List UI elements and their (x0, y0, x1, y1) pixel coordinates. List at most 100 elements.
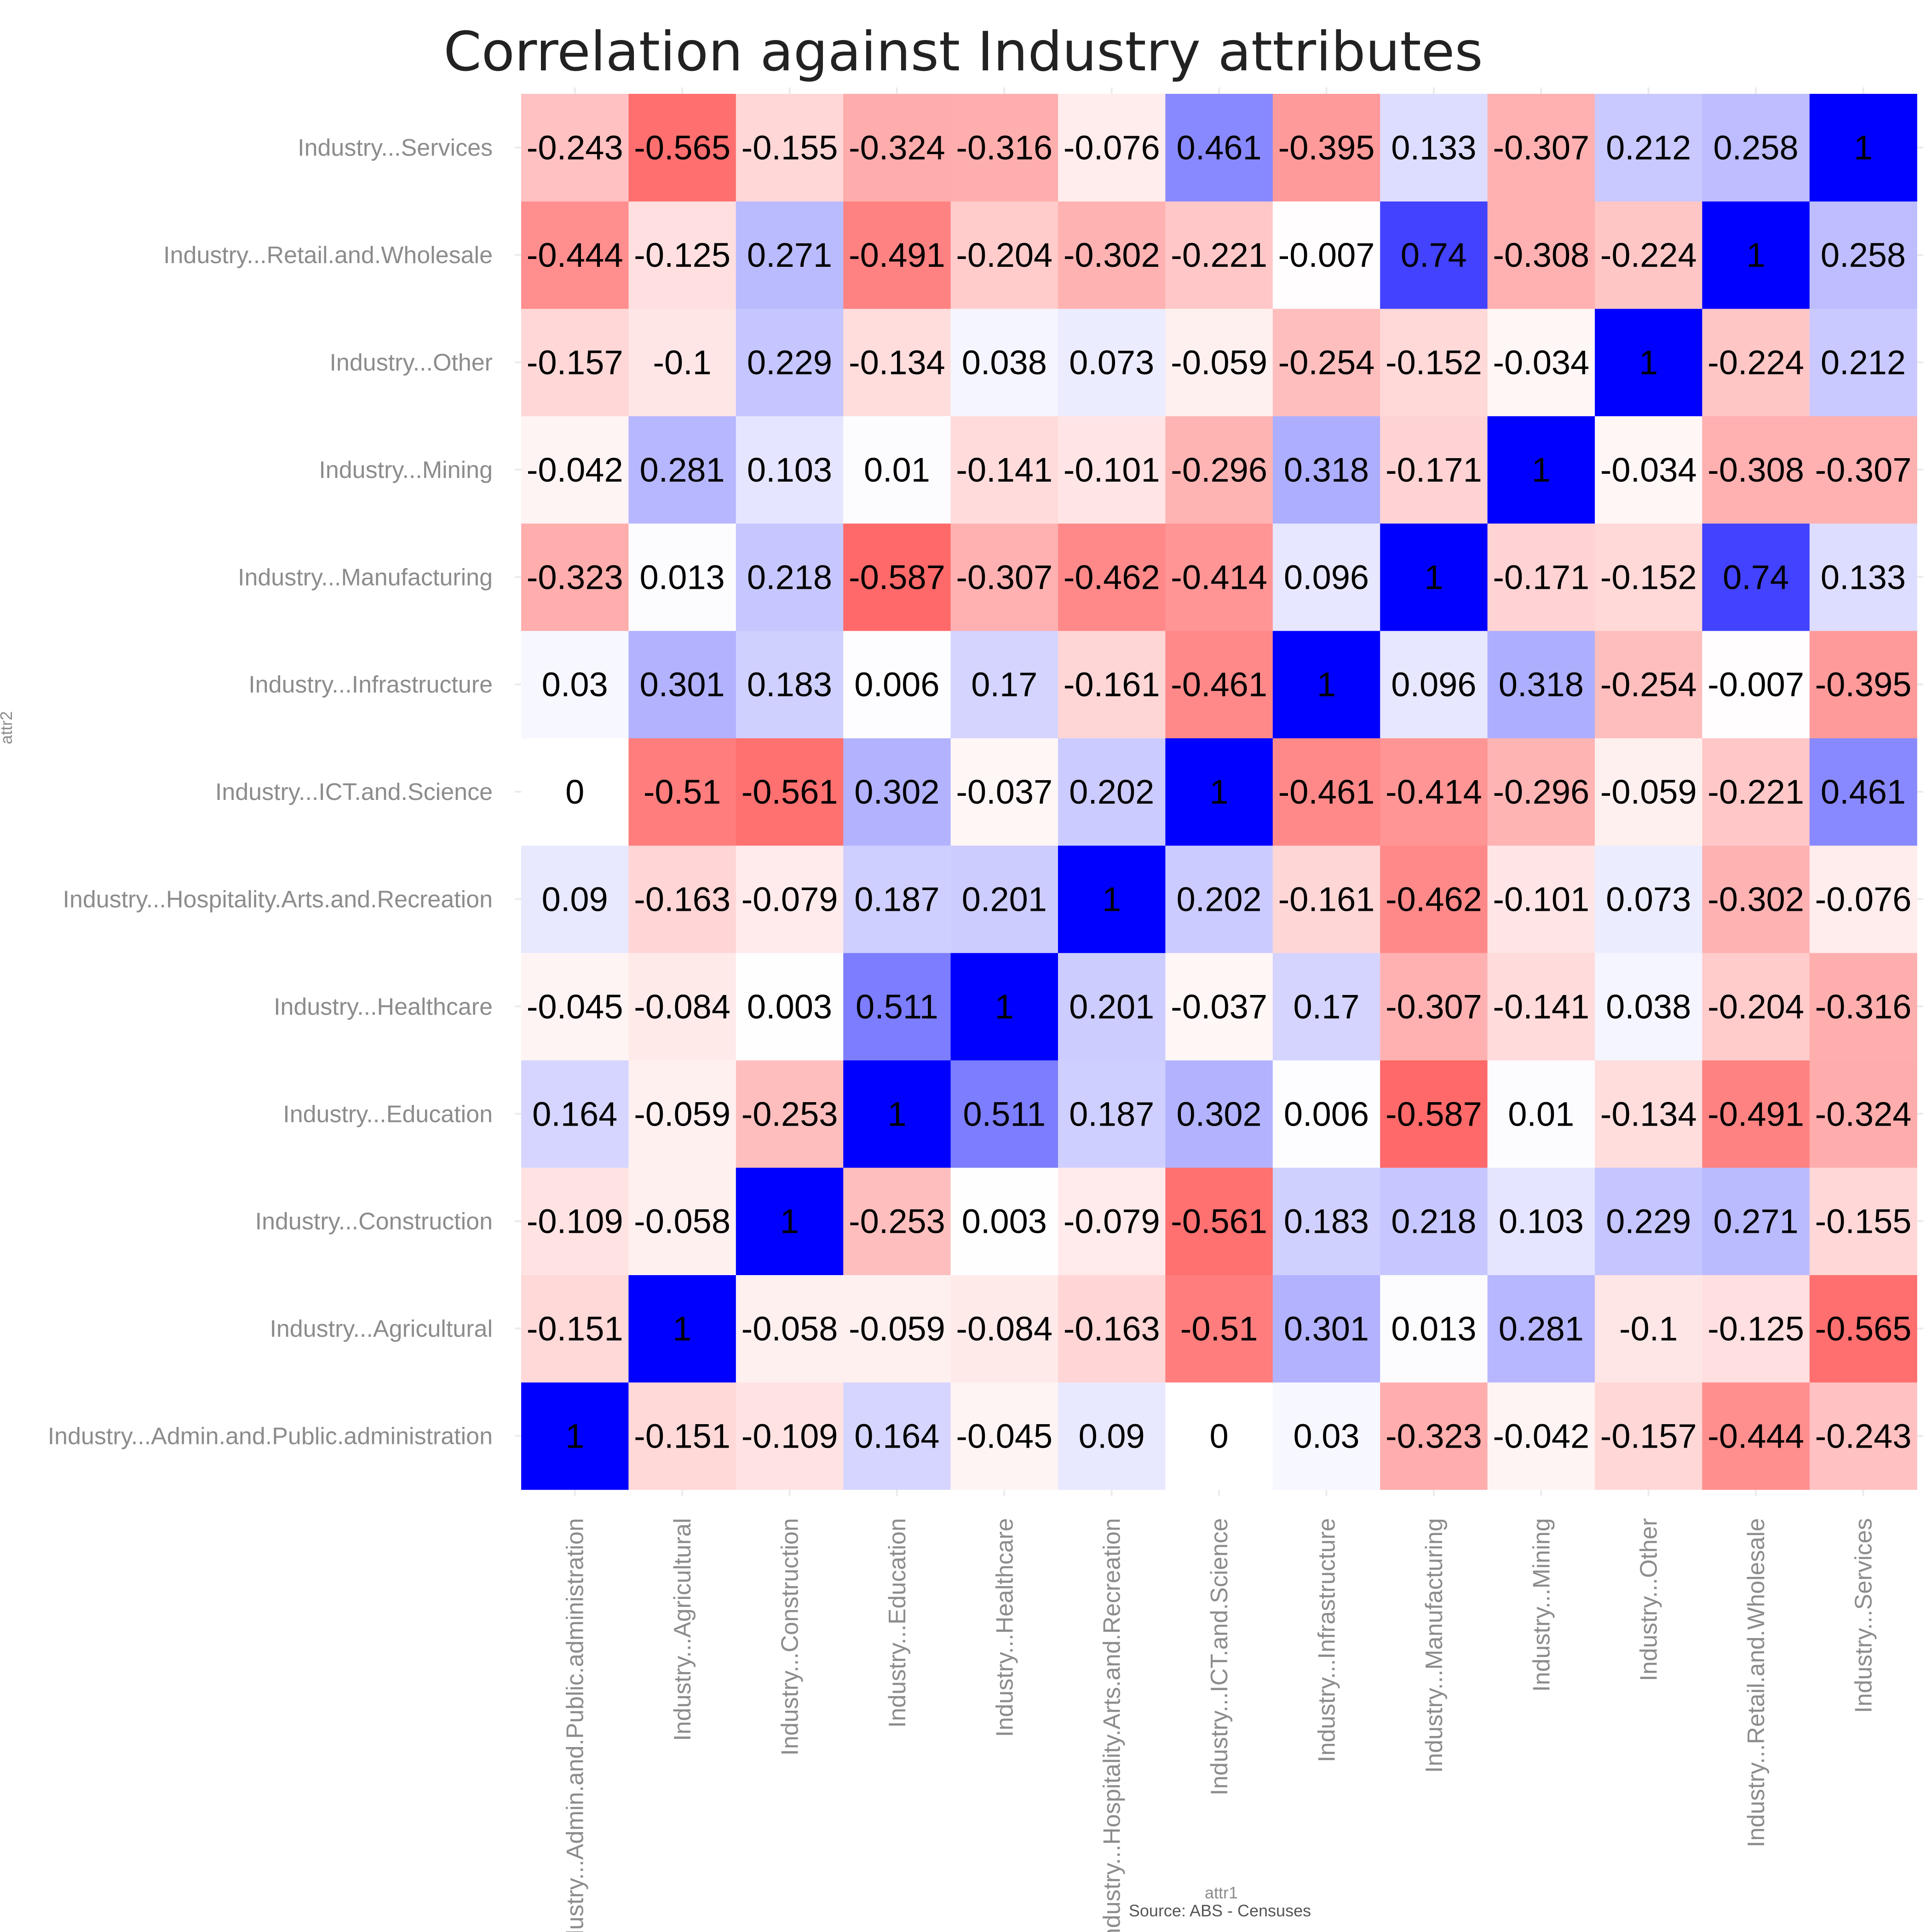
heatmap-cell (1380, 201, 1488, 309)
cell-value-label: 1 (1102, 880, 1121, 919)
heatmap-cell (1487, 1275, 1595, 1383)
heatmap-cell (1380, 1167, 1488, 1275)
cell-value-label: -0.51 (1180, 1310, 1258, 1348)
heatmap-cell (1487, 631, 1595, 738)
heatmap-cell (1595, 738, 1702, 846)
cell-value-label: 0.03 (542, 666, 608, 704)
cell-value-label: -0.152 (1386, 344, 1482, 382)
heatmap-cell (1058, 738, 1166, 846)
heatmap-cell (1165, 1275, 1273, 1383)
cell-value-label: 0 (1210, 1417, 1229, 1455)
heatmap-cell (1058, 845, 1166, 953)
heatmap-cell (1702, 1275, 1810, 1383)
heatmap-cell (1165, 845, 1273, 953)
heatmap-cell (521, 201, 629, 309)
heatmap-cell (1272, 1167, 1380, 1275)
heatmap-cell (843, 1167, 951, 1275)
cell-value-label: -0.204 (1708, 988, 1804, 1026)
cell-value-label: -0.141 (1493, 988, 1589, 1026)
heatmap-cell (628, 1060, 736, 1168)
cell-value-label: 0.038 (1606, 988, 1691, 1026)
cell-value-label: 0.01 (864, 451, 930, 489)
heatmap-cell (843, 308, 951, 416)
y-tick-label: Industry...Agricultural (270, 1316, 493, 1342)
heatmap-cell (521, 1275, 629, 1383)
cell-value-label: -0.079 (1064, 1202, 1160, 1241)
cell-value-label: -0.151 (527, 1310, 623, 1348)
y-tick-label: Industry...Other (329, 350, 493, 376)
heatmap-cell (1058, 1060, 1166, 1168)
cell-value-label: -0.296 (1171, 451, 1267, 489)
x-tick-label: Industry...Infrastructure (1314, 1518, 1340, 1762)
heatmap-cell (1595, 416, 1702, 524)
cell-value-label: -0.302 (1064, 236, 1160, 274)
y-tick-label: Industry...Hospitality.Arts.and.Recreati… (63, 886, 493, 913)
y-tick-label: Industry...Retail.and.Wholesale (163, 242, 493, 269)
cell-value-labels: 1 -0.151 -0.109 0.164 -0.045 0.09 0 0.03 -0.323-… (527, 129, 1912, 1455)
heatmap-cell (1487, 1167, 1595, 1275)
heatmap-cell (1380, 738, 1488, 846)
heatmap-cell (1058, 416, 1166, 524)
cell-value-label: -0.565 (634, 129, 730, 167)
heatmap-cell (843, 1275, 951, 1383)
heatmap-cell (1595, 631, 1702, 738)
heatmap-cell (1272, 953, 1380, 1061)
cell-value-label: -0.037 (1171, 988, 1267, 1026)
x-axis-tick-labels: Industry...Admin.and.Public.administrati… (562, 1518, 1877, 1932)
x-tick-label: Industry...Construction (777, 1518, 804, 1755)
cell-value-label: 0.74 (1723, 558, 1789, 596)
heatmap-cell (1058, 1382, 1166, 1490)
cell-value-label: -0.444 (1708, 1417, 1804, 1455)
cell-value-label: 0.302 (1177, 1095, 1262, 1133)
heatmap-cell (736, 738, 844, 846)
cell-value-label: -0.462 (1386, 880, 1482, 919)
heatmap-cell (1272, 308, 1380, 416)
heatmap-cell (950, 94, 1058, 201)
heatmap-cell (1595, 1167, 1702, 1275)
cell-value-label: 0.318 (1499, 666, 1584, 704)
cell-value-label: 0.281 (640, 451, 725, 489)
cell-value-label: -0.296 (1493, 773, 1589, 811)
cell-value-label: 1 (1639, 344, 1658, 382)
heatmap-cell (950, 845, 1058, 953)
heatmap-cell (1702, 1382, 1810, 1490)
cell-value-label: -0.444 (527, 236, 623, 274)
heatmap-cell (1809, 1275, 1917, 1383)
cell-value-label: -0.462 (1064, 558, 1160, 596)
cell-value-label: -0.134 (1600, 1095, 1697, 1133)
cell-value-label: -0.034 (1600, 451, 1697, 489)
cell-value-label: -0.308 (1493, 236, 1589, 274)
heatmap-cell (1595, 845, 1702, 953)
cell-value-label: -0.076 (1064, 129, 1160, 167)
heatmap-cell (1272, 523, 1380, 631)
heatmap-cell (1380, 1382, 1488, 1490)
cell-value-label: -0.253 (849, 1202, 945, 1241)
heatmap-cell (1487, 416, 1595, 524)
heatmap-cell (843, 523, 951, 631)
cell-value-label: 0.461 (1821, 773, 1906, 811)
cell-value-label: -0.307 (956, 558, 1052, 596)
y-tick-label: Industry...Admin.and.Public.administrati… (48, 1423, 493, 1450)
heatmap-cell (736, 1275, 844, 1383)
heatmap-cell (843, 1382, 951, 1490)
heatmap-cell (736, 416, 844, 524)
heatmap-cell (1702, 738, 1810, 846)
cell-value-label: -0.171 (1493, 558, 1589, 596)
cell-value-label: -0.171 (1386, 451, 1482, 489)
heatmap-cell (1380, 94, 1488, 201)
heatmap-cell (1380, 1060, 1488, 1168)
heatmap-cell (1272, 1275, 1380, 1383)
cell-value-label: -0.254 (1278, 344, 1375, 382)
cell-value-label: 0.201 (1069, 988, 1154, 1026)
cell-value-label: 0.511 (963, 1095, 1046, 1133)
heatmap-cell (628, 631, 736, 738)
heatmap-cell (1165, 631, 1273, 738)
cell-value-label: -0.323 (1386, 1417, 1482, 1455)
heatmap-cell (950, 738, 1058, 846)
cell-value-label: -0.157 (1600, 1417, 1697, 1455)
cell-value-label: -0.045 (956, 1417, 1052, 1455)
cell-value-label: -0.565 (1815, 1310, 1912, 1348)
y-axis-title: attr2 (0, 711, 16, 744)
heatmap-cell (736, 1167, 844, 1275)
cell-value-label: 0.301 (1284, 1310, 1369, 1348)
